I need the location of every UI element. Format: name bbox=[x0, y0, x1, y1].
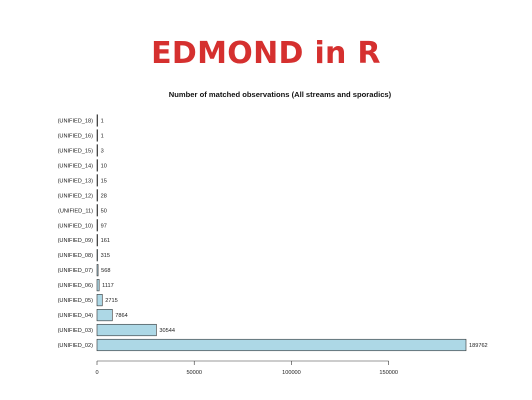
category-label: (UNIFIED_09) bbox=[58, 238, 94, 244]
category-label: (UNIFIED_11) bbox=[58, 208, 93, 214]
bar-unified_16 bbox=[96, 129, 98, 142]
category-label: (UNIFIED_07) bbox=[58, 268, 94, 274]
bar-unified_13 bbox=[96, 174, 98, 187]
x-tick-label: 0 bbox=[95, 370, 98, 376]
category-label: (UNIFIED_15) bbox=[58, 148, 94, 154]
bar-unified_08 bbox=[96, 249, 98, 262]
category-label: (UNIFIED_04) bbox=[58, 313, 94, 319]
category-label: (UNIFIED_14) bbox=[58, 163, 94, 169]
bar-unified_09 bbox=[96, 234, 98, 247]
value-label: 315 bbox=[101, 253, 110, 259]
value-label: 97 bbox=[101, 223, 107, 229]
category-label: (UNIFIED_02) bbox=[58, 343, 94, 349]
category-label: (UNIFIED_03) bbox=[58, 328, 94, 334]
bar-unified_05 bbox=[96, 294, 103, 307]
bar-unified_04 bbox=[96, 309, 113, 322]
value-label: 7864 bbox=[115, 313, 127, 319]
bar-unified_02 bbox=[96, 338, 467, 352]
value-label: 10 bbox=[101, 163, 107, 169]
category-label: (UNIFIED_13) bbox=[58, 178, 94, 184]
category-label: (UNIFIED_05) bbox=[58, 298, 94, 304]
bar-unified_12 bbox=[96, 189, 98, 202]
category-label: (UNIFIED_06) bbox=[58, 283, 94, 289]
bar-unified_06 bbox=[96, 279, 100, 292]
value-label: 15 bbox=[101, 178, 107, 184]
bars-layer: (UNIFIED_18) 1 (UNIFIED_16) 1 (UNIFIED_15) 3 (… bbox=[58, 114, 488, 352]
value-label: 189762 bbox=[469, 343, 488, 349]
value-label: 1 bbox=[101, 119, 104, 125]
slide-title: EDMOND in R bbox=[151, 36, 381, 71]
value-label: 2715 bbox=[105, 298, 117, 304]
x-tick-label: 100000 bbox=[282, 370, 301, 376]
bar-unified_03 bbox=[96, 323, 157, 337]
value-label: 1117 bbox=[102, 283, 114, 289]
value-label: 28 bbox=[101, 193, 107, 199]
value-label: 3 bbox=[101, 148, 104, 154]
value-label: 1 bbox=[101, 133, 104, 139]
bar-unified_15 bbox=[96, 144, 98, 157]
value-label: 568 bbox=[101, 268, 110, 274]
category-label: (UNIFIED_18) bbox=[58, 119, 94, 125]
x-tick-label: 50000 bbox=[186, 370, 202, 376]
chart-title: Number of matched observations (All stre… bbox=[169, 90, 392, 99]
value-label: 50 bbox=[101, 208, 107, 214]
x-tick-label: 150000 bbox=[379, 370, 398, 376]
value-label: 30544 bbox=[159, 328, 175, 334]
x-axis: 0 50000 100000 150000 bbox=[95, 360, 398, 376]
category-label: (UNIFIED_16) bbox=[58, 133, 94, 139]
bar-unified_10 bbox=[96, 219, 98, 232]
value-label: 161 bbox=[101, 238, 110, 244]
bar-unified_14 bbox=[96, 159, 98, 172]
bar-unified_18 bbox=[96, 114, 98, 127]
bar-unified_07 bbox=[96, 264, 99, 277]
bar-unified_11 bbox=[96, 204, 98, 217]
category-label: (UNIFIED_08) bbox=[58, 253, 94, 259]
category-label: (UNIFIED_12) bbox=[58, 193, 94, 199]
category-label: (UNIFIED_10) bbox=[58, 223, 94, 229]
